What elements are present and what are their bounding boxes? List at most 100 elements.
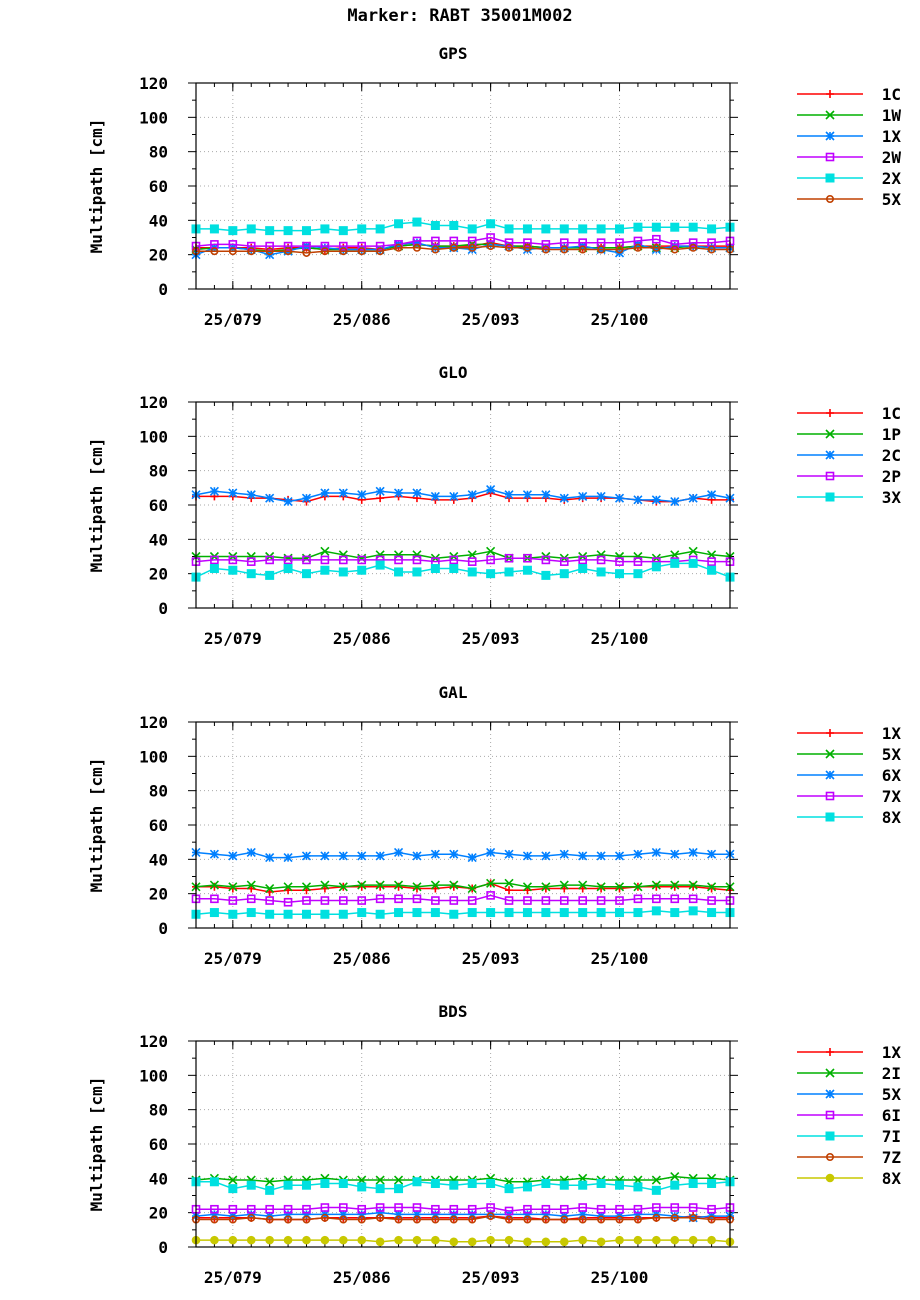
- data-point: [283, 564, 293, 574]
- legend-label: 1W: [882, 106, 902, 125]
- data-point: [504, 908, 514, 918]
- data-point: [357, 553, 367, 563]
- data-point: [394, 1235, 403, 1245]
- data-point: [393, 1175, 404, 1185]
- data-point: [228, 555, 238, 565]
- data-point: [394, 908, 404, 918]
- data-point: [467, 224, 477, 234]
- data-point: [504, 238, 514, 247]
- legend-label: 7Z: [882, 1148, 902, 1167]
- data-point: [670, 222, 680, 232]
- data-point: [376, 247, 385, 256]
- data-point: [615, 557, 624, 566]
- y-axis-label: Multipath [cm]: [87, 119, 106, 254]
- data-point: [486, 1209, 496, 1219]
- data-point: [283, 1204, 293, 1214]
- y-tick-label: 0: [158, 1238, 168, 1257]
- legend-entry: 1X: [797, 127, 901, 146]
- data-point: [431, 896, 440, 905]
- data-point: [559, 569, 569, 579]
- data-point: [615, 1235, 624, 1245]
- data-point: [375, 1203, 385, 1212]
- data-point: [468, 243, 477, 252]
- data-point: [597, 1215, 606, 1224]
- data-point: [338, 1178, 348, 1188]
- data-point: [633, 1182, 643, 1192]
- legend-entry: 7X: [797, 787, 901, 806]
- data-point: [505, 243, 514, 252]
- data-point: [228, 851, 238, 861]
- data-point: [431, 1235, 440, 1245]
- legend-marker: [825, 791, 835, 801]
- legend-label: 6I: [882, 1106, 901, 1125]
- data-point: [247, 1213, 256, 1222]
- data-point: [633, 908, 643, 918]
- data-point: [376, 494, 385, 503]
- data-point: [246, 1180, 256, 1190]
- x-tick-label: 25/100: [591, 629, 649, 648]
- data-point: [670, 1235, 680, 1245]
- data-point: [375, 224, 385, 234]
- data-point: [707, 896, 716, 905]
- data-point: [651, 222, 661, 232]
- data-point: [504, 224, 514, 234]
- legend-entry: 5X: [797, 190, 901, 209]
- data-point: [430, 880, 440, 890]
- series-8x: [191, 906, 735, 919]
- panel-title: GPS: [439, 44, 468, 63]
- data-point: [559, 849, 569, 859]
- data-point: [559, 1180, 569, 1190]
- series-line: [196, 1206, 731, 1212]
- data-point: [670, 849, 680, 859]
- data-point: [301, 569, 311, 579]
- data-point: [357, 1204, 367, 1214]
- data-point: [449, 491, 459, 501]
- data-point: [596, 908, 606, 918]
- legend-label: 5X: [882, 190, 902, 209]
- data-point: [357, 851, 367, 861]
- data-point: [504, 1184, 514, 1194]
- data-point: [449, 849, 459, 859]
- data-point: [375, 1175, 385, 1185]
- data-point: [559, 224, 569, 234]
- data-point: [467, 557, 477, 566]
- data-point: [541, 1209, 551, 1219]
- legend-marker: [825, 1131, 835, 1141]
- data-point: [688, 222, 698, 232]
- data-point: [522, 882, 533, 892]
- series-line: [196, 894, 730, 904]
- data-point: [486, 555, 495, 565]
- legend-marker: [825, 1110, 835, 1120]
- data-point: [283, 226, 293, 236]
- data-point: [412, 238, 422, 248]
- data-point: [615, 908, 625, 918]
- data-point: [375, 550, 385, 560]
- y-tick-label: 60: [149, 496, 168, 515]
- legend-entry: 5X: [797, 1085, 901, 1104]
- data-point: [596, 491, 606, 501]
- data-point: [651, 847, 661, 858]
- data-point: [302, 896, 311, 905]
- data-point: [504, 896, 514, 905]
- x-tick-label: 25/086: [333, 310, 391, 329]
- data-point: [357, 555, 367, 565]
- series-line: [195, 1211, 730, 1219]
- data-point: [320, 1213, 329, 1222]
- legend-marker: [826, 729, 834, 737]
- data-point: [430, 1178, 440, 1188]
- data-point: [209, 1209, 219, 1219]
- data-point: [467, 896, 477, 905]
- data-point: [615, 224, 625, 234]
- data-point: [283, 497, 293, 507]
- data-point: [265, 883, 275, 894]
- data-point: [210, 1204, 219, 1214]
- data-point: [265, 1235, 274, 1245]
- data-point: [614, 882, 625, 892]
- data-point: [504, 553, 514, 563]
- data-point: [486, 847, 496, 858]
- data-point: [338, 851, 348, 861]
- data-point: [320, 1203, 330, 1212]
- data-point: [412, 567, 422, 577]
- panel-title: GAL: [439, 683, 468, 702]
- data-point: [265, 493, 275, 503]
